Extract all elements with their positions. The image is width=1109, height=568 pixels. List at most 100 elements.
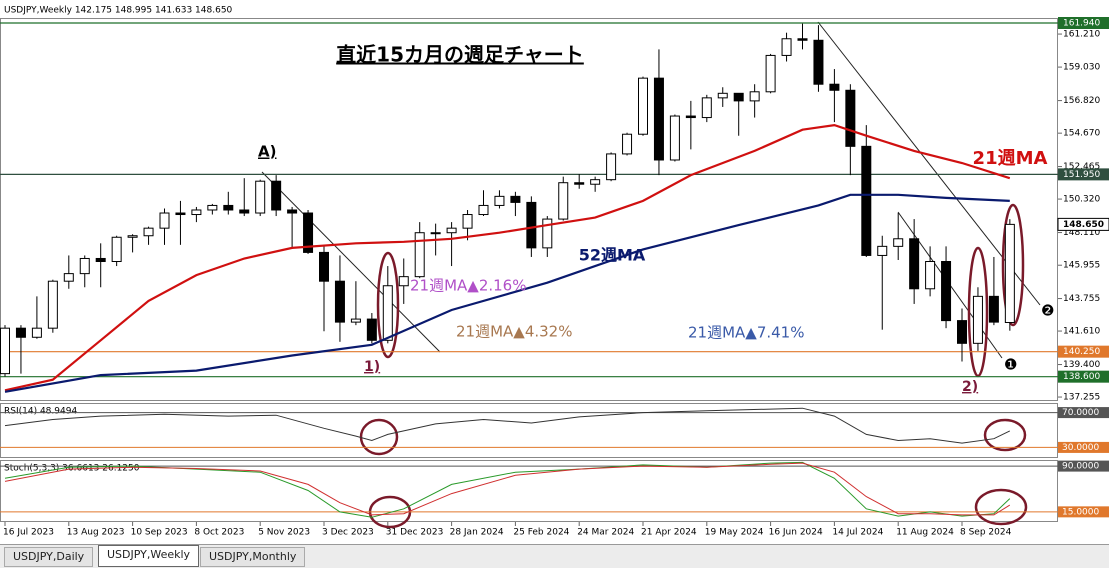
ma-label: 21週MA <box>973 148 1048 169</box>
y-tick-label: 159.030 <box>1063 63 1100 73</box>
y-tick-label: 145.955 <box>1063 261 1100 271</box>
y-tick-label: 152.465 <box>1063 162 1100 172</box>
candle-body <box>590 179 601 185</box>
candle-body <box>622 133 633 155</box>
candle-body <box>925 261 936 290</box>
level-label: 161.940 <box>1063 19 1100 29</box>
candle-body <box>414 232 425 278</box>
annotation: 21週MA▲7.41% <box>688 324 804 342</box>
level-label-bg <box>1058 407 1109 419</box>
candle-body <box>606 153 617 181</box>
header: USDJPY,Weekly 142.175 148.995 141.633 14… <box>4 6 233 16</box>
candle-body <box>669 115 680 161</box>
annotation: A) <box>258 143 276 161</box>
candle-body <box>972 295 983 344</box>
candle-body <box>861 145 872 256</box>
y-tick-label: 161.210 <box>1063 30 1100 40</box>
level-label: 151.950 <box>1063 170 1100 180</box>
ellipse <box>974 488 1028 526</box>
candle-body <box>813 39 824 85</box>
x-tick-label: 5 Nov 2023 <box>258 528 310 538</box>
candle-body <box>558 182 569 220</box>
ma-line <box>4 123 1011 392</box>
current-price-label: 148.650 <box>1063 220 1104 230</box>
candle-body <box>287 209 298 214</box>
indicator-line <box>4 462 1011 516</box>
x-tick-label: 16 Jun 2024 <box>769 528 823 538</box>
candle-body <box>111 236 122 263</box>
candle-body <box>95 257 106 263</box>
x-tick-label: 31 Dec 2023 <box>386 528 444 538</box>
ma-label: 52週MA <box>579 246 646 265</box>
ellipse <box>359 418 399 456</box>
candle-body <box>781 38 792 56</box>
candle-body <box>63 273 74 282</box>
candle-body <box>79 257 90 275</box>
annotation: 2) <box>962 379 978 395</box>
candle-body <box>15 327 26 338</box>
candle-body <box>319 251 329 282</box>
ellipse <box>1001 203 1025 327</box>
tab[interactable]: USDJPY,Weekly <box>98 545 200 567</box>
ellipse <box>376 251 400 359</box>
y-tick-label: 150.320 <box>1063 195 1100 205</box>
x-tick-label: 3 Dec 2023 <box>322 528 374 538</box>
candle-body <box>797 38 808 41</box>
y-tick-label: 70.0000 <box>1062 408 1099 418</box>
indicator-line <box>4 407 1011 444</box>
candle-body <box>526 201 537 249</box>
x-tick-label: 19 May 2024 <box>705 528 764 538</box>
candle-body <box>494 195 505 206</box>
candle-body <box>303 212 314 253</box>
candle-body <box>398 276 409 287</box>
tab-bar: USDJPY,Daily USDJPY,Weekly USDJPY,Monthly <box>0 544 1109 568</box>
ellipse <box>967 246 989 378</box>
candle-body <box>31 327 42 338</box>
candle-body <box>574 182 585 185</box>
y-tick-label: 139.400 <box>1063 360 1100 370</box>
annotation: 21週MA▲4.32% <box>456 323 572 341</box>
level-label-bg <box>1058 168 1109 181</box>
level-label-bg <box>1058 370 1109 383</box>
y-tick-label: 90.0000 <box>1062 462 1099 472</box>
y-tick-label: 15.0000 <box>1062 507 1099 517</box>
candle-body <box>271 180 282 211</box>
stoch-panel <box>0 460 1058 522</box>
candle-body <box>829 83 840 91</box>
annotation: 1) <box>364 359 380 375</box>
tab[interactable]: USDJPY,Daily <box>4 547 94 567</box>
y-tick-label: 156.820 <box>1063 96 1100 106</box>
y-tick-label: 148.110 <box>1063 228 1100 238</box>
y-tick-label: 143.755 <box>1063 294 1100 304</box>
tab[interactable]: USDJPY,Monthly <box>200 547 306 567</box>
candle-body <box>478 204 489 216</box>
candle-body <box>446 227 457 234</box>
candle-body <box>350 318 361 323</box>
y-tick-label: 137.255 <box>1063 393 1100 403</box>
current-price-bg <box>1057 217 1109 231</box>
trend-line <box>261 171 441 353</box>
candle-body <box>717 92 728 99</box>
level-label-bg <box>1058 460 1109 472</box>
candle-body <box>733 92 744 102</box>
candle-body <box>765 54 776 93</box>
candle-body <box>653 77 664 161</box>
x-tick-label: 10 Sep 2023 <box>131 528 188 538</box>
x-tick-label: 13 Aug 2023 <box>67 528 125 538</box>
candle-body <box>159 212 170 229</box>
candle-body <box>382 285 393 341</box>
candle-body <box>366 318 377 341</box>
y-tick-label: 141.610 <box>1063 327 1100 337</box>
x-tick-label: 8 Oct 2023 <box>194 528 244 538</box>
level-label: 138.600 <box>1063 372 1100 382</box>
panel-title: Stoch(5,3,3) 36.6613 26.1250 <box>4 464 140 474</box>
candle-body <box>685 115 696 119</box>
candle-body <box>845 89 856 147</box>
candle-body <box>223 204 234 211</box>
candle-body <box>988 295 999 323</box>
x-tick-label: 8 Sep 2024 <box>960 528 1012 538</box>
candle-body <box>510 195 521 203</box>
chart: USDJPY,Weekly 142.175 148.995 141.633 14… <box>0 6 1109 538</box>
candle-body <box>909 238 920 290</box>
